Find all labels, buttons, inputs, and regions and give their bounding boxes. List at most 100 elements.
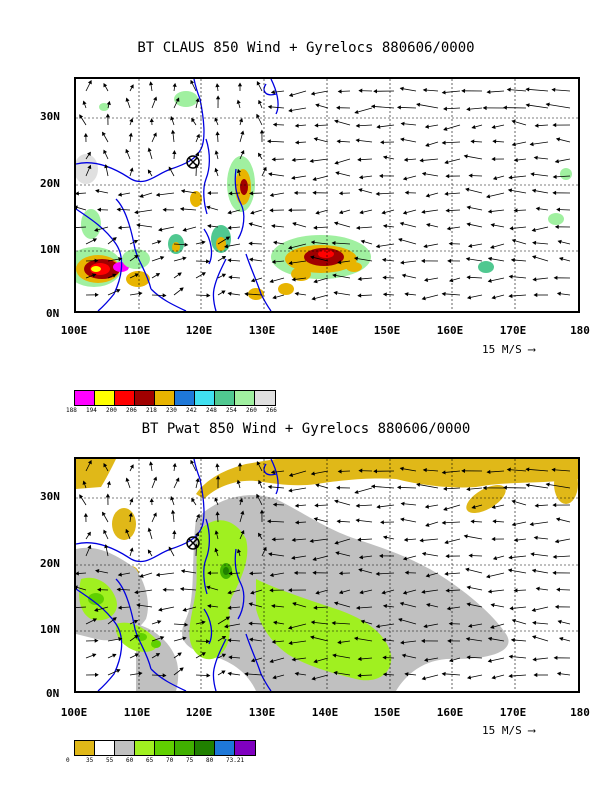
- wind-vector-head: [422, 87, 427, 93]
- wind-vector: [546, 103, 571, 109]
- wind-vector-head: [236, 99, 241, 104]
- wind-vector-head: [399, 86, 404, 91]
- wind-vector-head: [237, 462, 243, 467]
- wind-vector-head: [354, 489, 359, 494]
- panel2-lon-label: 160E: [436, 706, 464, 719]
- wind-vector-head: [92, 238, 98, 243]
- wind-vector-head: [380, 140, 384, 145]
- gyre-location-icon: [186, 155, 200, 169]
- wind-vector-head: [530, 172, 535, 177]
- wind-vector-head: [315, 210, 320, 215]
- wind-vector-head: [373, 89, 378, 94]
- wind-vector-head: [292, 601, 297, 607]
- wind-vector-head: [269, 208, 274, 213]
- wind-vector-head: [240, 130, 245, 135]
- wind-vector-head: [490, 624, 495, 629]
- wind-vector-head: [422, 467, 427, 473]
- wind-vector-head: [129, 498, 134, 503]
- wind-vector-head: [444, 160, 449, 165]
- wind-vector-head: [461, 88, 466, 93]
- wind-vector-head: [87, 459, 92, 465]
- wind-vectors: [76, 79, 571, 301]
- wind-vector-head: [510, 257, 515, 263]
- panel2-lon-label: 150E: [373, 706, 401, 719]
- wind-vector-head: [170, 509, 176, 514]
- wind-vector-head: [482, 485, 487, 491]
- wind-vector: [526, 104, 549, 109]
- wind-vector-head: [182, 636, 187, 641]
- wind-vector-head: [416, 102, 421, 107]
- wind-vector-head: [375, 191, 380, 196]
- wind-vector-head: [262, 166, 267, 172]
- panel2-lon-label: 120E: [185, 706, 213, 719]
- wind-vector-head: [271, 537, 276, 542]
- wind-vector-head: [423, 244, 428, 249]
- wind-vector-head: [310, 635, 315, 640]
- wind-vector-head: [215, 511, 220, 516]
- legend-swatch: [75, 741, 95, 755]
- wind-vector-head: [97, 587, 102, 592]
- wind-vector-head: [238, 117, 244, 123]
- wind-vector-head: [506, 467, 511, 472]
- wind-vector-head: [271, 223, 276, 229]
- wind-vector-head: [250, 210, 255, 215]
- wind-vector-head: [259, 509, 265, 514]
- legend-value: 188: [66, 407, 77, 414]
- wind-vector-head: [359, 590, 364, 595]
- legend-swatch: [95, 391, 115, 405]
- wind-vector-head: [291, 157, 296, 163]
- wind-vector: [526, 468, 549, 472]
- wind-vector-head: [313, 225, 318, 230]
- wind-vector-head: [214, 547, 219, 553]
- wind-vector-head: [162, 293, 167, 298]
- wind-vector-head: [402, 556, 408, 561]
- wind-vector-head: [191, 497, 196, 503]
- wind-vector-head: [184, 242, 189, 247]
- wind-vector-head: [309, 538, 314, 544]
- wind-vector-head: [487, 256, 493, 261]
- wind-vector-head: [443, 106, 448, 111]
- wind-vector-head: [441, 470, 446, 475]
- wind-vector-head: [269, 572, 274, 578]
- wind-vector-head: [525, 483, 530, 488]
- wind-vector-head: [207, 603, 212, 609]
- wind-vector-head: [465, 637, 470, 642]
- wind-vector-head: [552, 190, 557, 195]
- wind-vector-head: [82, 480, 87, 485]
- wind-vector-head: [381, 590, 386, 595]
- wind-vector-head: [491, 675, 496, 680]
- wind-vector-head: [399, 466, 404, 471]
- wind-vector-head: [177, 272, 182, 277]
- wind-vector-head: [399, 221, 404, 226]
- legend-value: 254: [226, 407, 237, 414]
- wind-vector-head: [556, 587, 561, 592]
- wind-vector-head: [461, 468, 466, 473]
- wind-vector-head: [207, 570, 212, 576]
- wind-vector-head: [400, 121, 405, 126]
- panel1-lat-label: 0N: [46, 307, 60, 320]
- wind-vector-head: [215, 95, 221, 100]
- wind-vector-head: [467, 243, 473, 248]
- wind-vector-head: [79, 114, 84, 119]
- wind-vector-head: [375, 624, 380, 629]
- wind-vector-head: [117, 225, 122, 230]
- wind-vector-head: [149, 81, 154, 86]
- wind-vector-head: [532, 657, 537, 662]
- wind-vector-head: [155, 572, 160, 577]
- wind-vector-head: [134, 254, 139, 259]
- wind-vector-head: [236, 479, 241, 484]
- wind-vector-head: [534, 123, 539, 128]
- wind-vector-head: [465, 257, 470, 262]
- wind-vector-head: [256, 81, 261, 86]
- wind-vector-head: [168, 546, 173, 551]
- wind-vector-head: [357, 293, 362, 298]
- wind-vector-head: [487, 278, 492, 283]
- wind-vector-head: [221, 653, 227, 658]
- wind-vector-head: [333, 670, 338, 676]
- panel2-lon-label: 180: [570, 706, 590, 719]
- legend-swatch: [135, 741, 155, 755]
- wind-vector-head: [310, 240, 315, 245]
- wind-vector-head: [358, 188, 363, 193]
- wind-vector-head: [159, 635, 165, 640]
- wind-vector-head: [190, 459, 195, 465]
